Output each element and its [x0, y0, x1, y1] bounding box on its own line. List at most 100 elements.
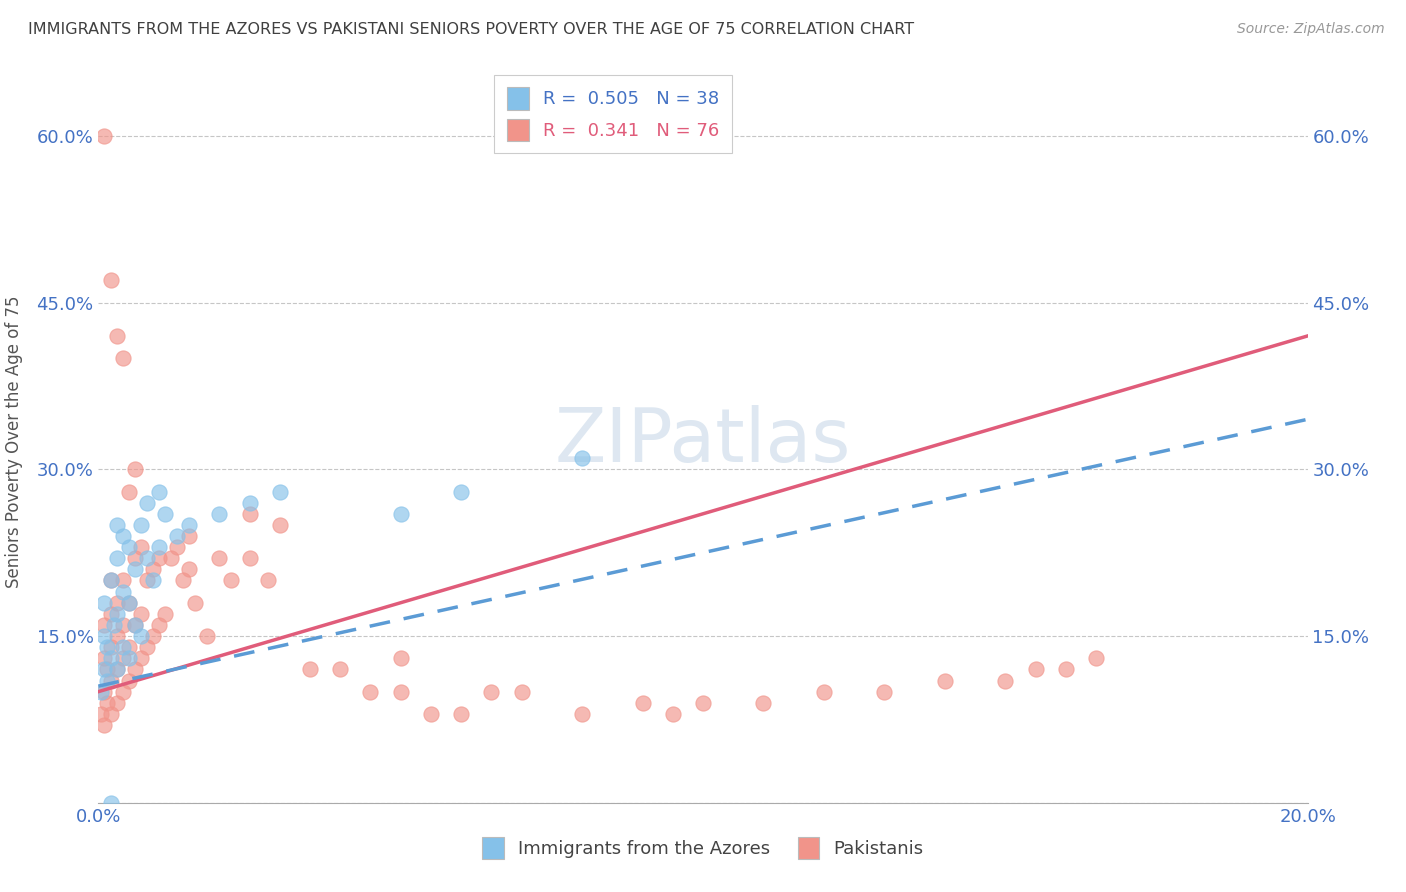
Point	[96, 662, 118, 676]
Point	[124, 662, 146, 676]
Point	[93, 596, 115, 610]
Point	[124, 562, 146, 576]
Point	[100, 706, 122, 721]
Point	[100, 273, 122, 287]
Point	[111, 684, 134, 698]
Point	[105, 629, 128, 643]
Point	[124, 462, 146, 476]
Point	[93, 128, 115, 143]
Point	[813, 684, 835, 698]
Point	[166, 529, 188, 543]
Point	[124, 551, 146, 566]
Point	[148, 484, 170, 499]
Point	[179, 562, 201, 576]
Point	[129, 651, 152, 665]
Y-axis label: Seniors Poverty Over the Age of 75: Seniors Poverty Over the Age of 75	[4, 295, 22, 588]
Legend: Immigrants from the Azores, Pakistanis: Immigrants from the Azores, Pakistanis	[475, 830, 931, 866]
Point	[100, 796, 122, 810]
Point	[329, 662, 352, 676]
Point	[129, 517, 152, 532]
Point	[135, 496, 157, 510]
Point	[450, 706, 472, 721]
Point	[179, 517, 201, 532]
Point	[105, 662, 128, 676]
Text: Source: ZipAtlas.com: Source: ZipAtlas.com	[1237, 22, 1385, 37]
Point	[124, 618, 146, 632]
Point	[118, 596, 141, 610]
Point	[420, 706, 443, 721]
Point	[129, 629, 152, 643]
Point	[1024, 662, 1046, 676]
Point	[118, 640, 141, 655]
Point	[239, 507, 262, 521]
Text: IMMIGRANTS FROM THE AZORES VS PAKISTANI SENIORS POVERTY OVER THE AGE OF 75 CORRE: IMMIGRANTS FROM THE AZORES VS PAKISTANI …	[28, 22, 914, 37]
Point	[184, 596, 207, 610]
Point	[389, 684, 412, 698]
Point	[752, 696, 775, 710]
Point	[172, 574, 194, 588]
Point	[105, 607, 128, 621]
Point	[111, 351, 134, 366]
Point	[93, 684, 115, 698]
Point	[118, 540, 141, 554]
Point	[111, 651, 134, 665]
Point	[111, 618, 134, 632]
Point	[129, 540, 152, 554]
Point	[571, 451, 593, 466]
Point	[96, 696, 118, 710]
Point	[208, 551, 231, 566]
Point	[148, 618, 170, 632]
Point	[93, 629, 115, 643]
Point	[93, 662, 115, 676]
Text: ZIPatlas: ZIPatlas	[555, 405, 851, 478]
Point	[118, 651, 141, 665]
Point	[153, 507, 176, 521]
Point	[93, 718, 115, 732]
Point	[105, 551, 128, 566]
Point	[153, 607, 176, 621]
Point	[934, 673, 956, 688]
Point	[510, 684, 533, 698]
Point	[105, 662, 128, 676]
Point	[994, 673, 1017, 688]
Point	[111, 584, 134, 599]
Point	[135, 551, 157, 566]
Point	[103, 618, 125, 632]
Point	[118, 673, 141, 688]
Point	[269, 484, 291, 499]
Point	[93, 651, 115, 665]
Point	[100, 651, 122, 665]
Point	[142, 562, 165, 576]
Point	[135, 574, 157, 588]
Point	[195, 629, 218, 643]
Point	[148, 551, 170, 566]
Point	[239, 496, 262, 510]
Point	[142, 574, 165, 588]
Point	[100, 673, 122, 688]
Point	[90, 706, 112, 721]
Point	[160, 551, 183, 566]
Point	[105, 329, 128, 343]
Point	[256, 574, 278, 588]
Point	[269, 517, 291, 532]
Point	[105, 517, 128, 532]
Point	[93, 618, 115, 632]
Point	[118, 596, 141, 610]
Point	[111, 640, 134, 655]
Point	[873, 684, 896, 698]
Point	[661, 706, 683, 721]
Point	[129, 607, 152, 621]
Point	[481, 684, 503, 698]
Point	[148, 540, 170, 554]
Point	[135, 640, 157, 655]
Point	[208, 507, 231, 521]
Point	[100, 574, 122, 588]
Point	[96, 673, 118, 688]
Point	[100, 574, 122, 588]
Point	[118, 484, 141, 499]
Point	[105, 596, 128, 610]
Point	[389, 507, 412, 521]
Point	[142, 629, 165, 643]
Point	[111, 574, 134, 588]
Point	[1085, 651, 1108, 665]
